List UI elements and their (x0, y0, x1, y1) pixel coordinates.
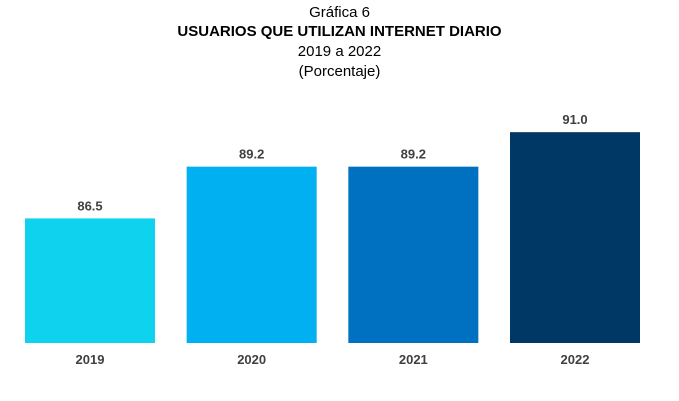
chart-supertitle: Gráfica 6 (309, 4, 370, 21)
value-label-2022: 91.0 (562, 112, 587, 127)
chart-title: USUARIOS QUE UTILIZAN INTERNET DIARIO (177, 23, 502, 40)
x-tick-label-2019: 2019 (76, 352, 105, 367)
bar-2019 (25, 218, 155, 343)
x-tick-label-2021: 2021 (399, 352, 428, 367)
x-tick-label-2022: 2022 (561, 352, 590, 367)
bar-2022 (510, 132, 640, 343)
value-label-2019: 86.5 (77, 198, 102, 213)
chart-unit-note: (Porcentaje) (298, 63, 381, 80)
value-label-2021: 89.2 (401, 147, 426, 162)
bar-2020 (186, 166, 317, 343)
value-label-2020: 89.2 (239, 147, 264, 162)
x-tick-label-2020: 2020 (237, 352, 266, 367)
bar-2021 (348, 166, 479, 343)
chart-subtitle: 2019 a 2022 (297, 43, 382, 60)
